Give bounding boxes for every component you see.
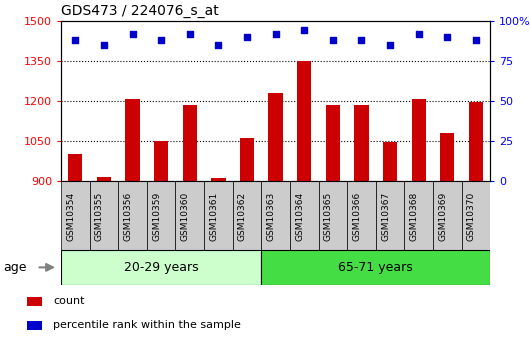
Point xyxy=(214,42,223,48)
Text: GSM10355: GSM10355 xyxy=(95,191,104,241)
Point xyxy=(386,42,394,48)
Point xyxy=(300,28,308,33)
Point xyxy=(243,34,251,39)
Text: 65-71 years: 65-71 years xyxy=(338,261,413,274)
Point xyxy=(472,37,480,43)
Bar xyxy=(182,105,197,181)
Text: GSM10356: GSM10356 xyxy=(123,191,132,241)
Bar xyxy=(118,181,147,250)
Point xyxy=(271,31,280,36)
Bar xyxy=(61,181,90,250)
Text: GSM10370: GSM10370 xyxy=(467,191,476,241)
Bar xyxy=(261,250,490,285)
Text: count: count xyxy=(53,296,84,306)
Bar xyxy=(462,181,490,250)
Text: GSM10362: GSM10362 xyxy=(238,191,247,240)
Bar xyxy=(125,99,140,181)
Text: GSM10360: GSM10360 xyxy=(181,191,190,241)
Bar xyxy=(211,178,226,181)
Text: 20-29 years: 20-29 years xyxy=(124,261,198,274)
Bar xyxy=(412,99,426,181)
Bar xyxy=(97,177,111,181)
Bar xyxy=(440,133,455,181)
Point xyxy=(357,37,366,43)
Point xyxy=(128,31,137,36)
Bar xyxy=(319,181,347,250)
Text: GSM10354: GSM10354 xyxy=(66,191,75,240)
Bar xyxy=(383,141,398,181)
Text: GDS473 / 224076_s_at: GDS473 / 224076_s_at xyxy=(61,4,219,18)
Bar xyxy=(354,105,369,181)
Bar xyxy=(469,102,483,181)
Point xyxy=(414,31,423,36)
Bar xyxy=(175,181,204,250)
Point xyxy=(186,31,194,36)
Text: GSM10364: GSM10364 xyxy=(295,191,304,240)
Bar xyxy=(204,181,233,250)
Point xyxy=(71,37,80,43)
Text: GSM10363: GSM10363 xyxy=(267,191,276,241)
Text: percentile rank within the sample: percentile rank within the sample xyxy=(53,321,241,331)
Text: age: age xyxy=(3,261,27,274)
Bar xyxy=(240,138,254,181)
Text: GSM10366: GSM10366 xyxy=(352,191,361,241)
Point xyxy=(100,42,108,48)
Bar xyxy=(90,181,118,250)
Bar xyxy=(26,297,42,306)
Bar xyxy=(325,106,340,181)
Text: GSM10361: GSM10361 xyxy=(209,191,218,241)
Bar xyxy=(68,155,83,181)
Bar xyxy=(433,181,462,250)
Bar xyxy=(404,181,433,250)
Point xyxy=(443,34,452,39)
Bar xyxy=(147,181,175,250)
Text: GSM10368: GSM10368 xyxy=(410,191,419,241)
Text: GSM10365: GSM10365 xyxy=(324,191,333,241)
Bar xyxy=(26,321,42,330)
Bar xyxy=(290,181,319,250)
Text: GSM10367: GSM10367 xyxy=(381,191,390,241)
Bar xyxy=(268,93,283,181)
Point xyxy=(329,37,337,43)
Bar xyxy=(154,141,169,181)
Bar xyxy=(261,181,290,250)
Point xyxy=(157,37,165,43)
Text: GSM10359: GSM10359 xyxy=(152,191,161,241)
Bar xyxy=(347,181,376,250)
Text: GSM10369: GSM10369 xyxy=(438,191,447,241)
Bar xyxy=(376,181,404,250)
Bar xyxy=(233,181,261,250)
Bar xyxy=(61,250,261,285)
Bar xyxy=(297,61,312,181)
